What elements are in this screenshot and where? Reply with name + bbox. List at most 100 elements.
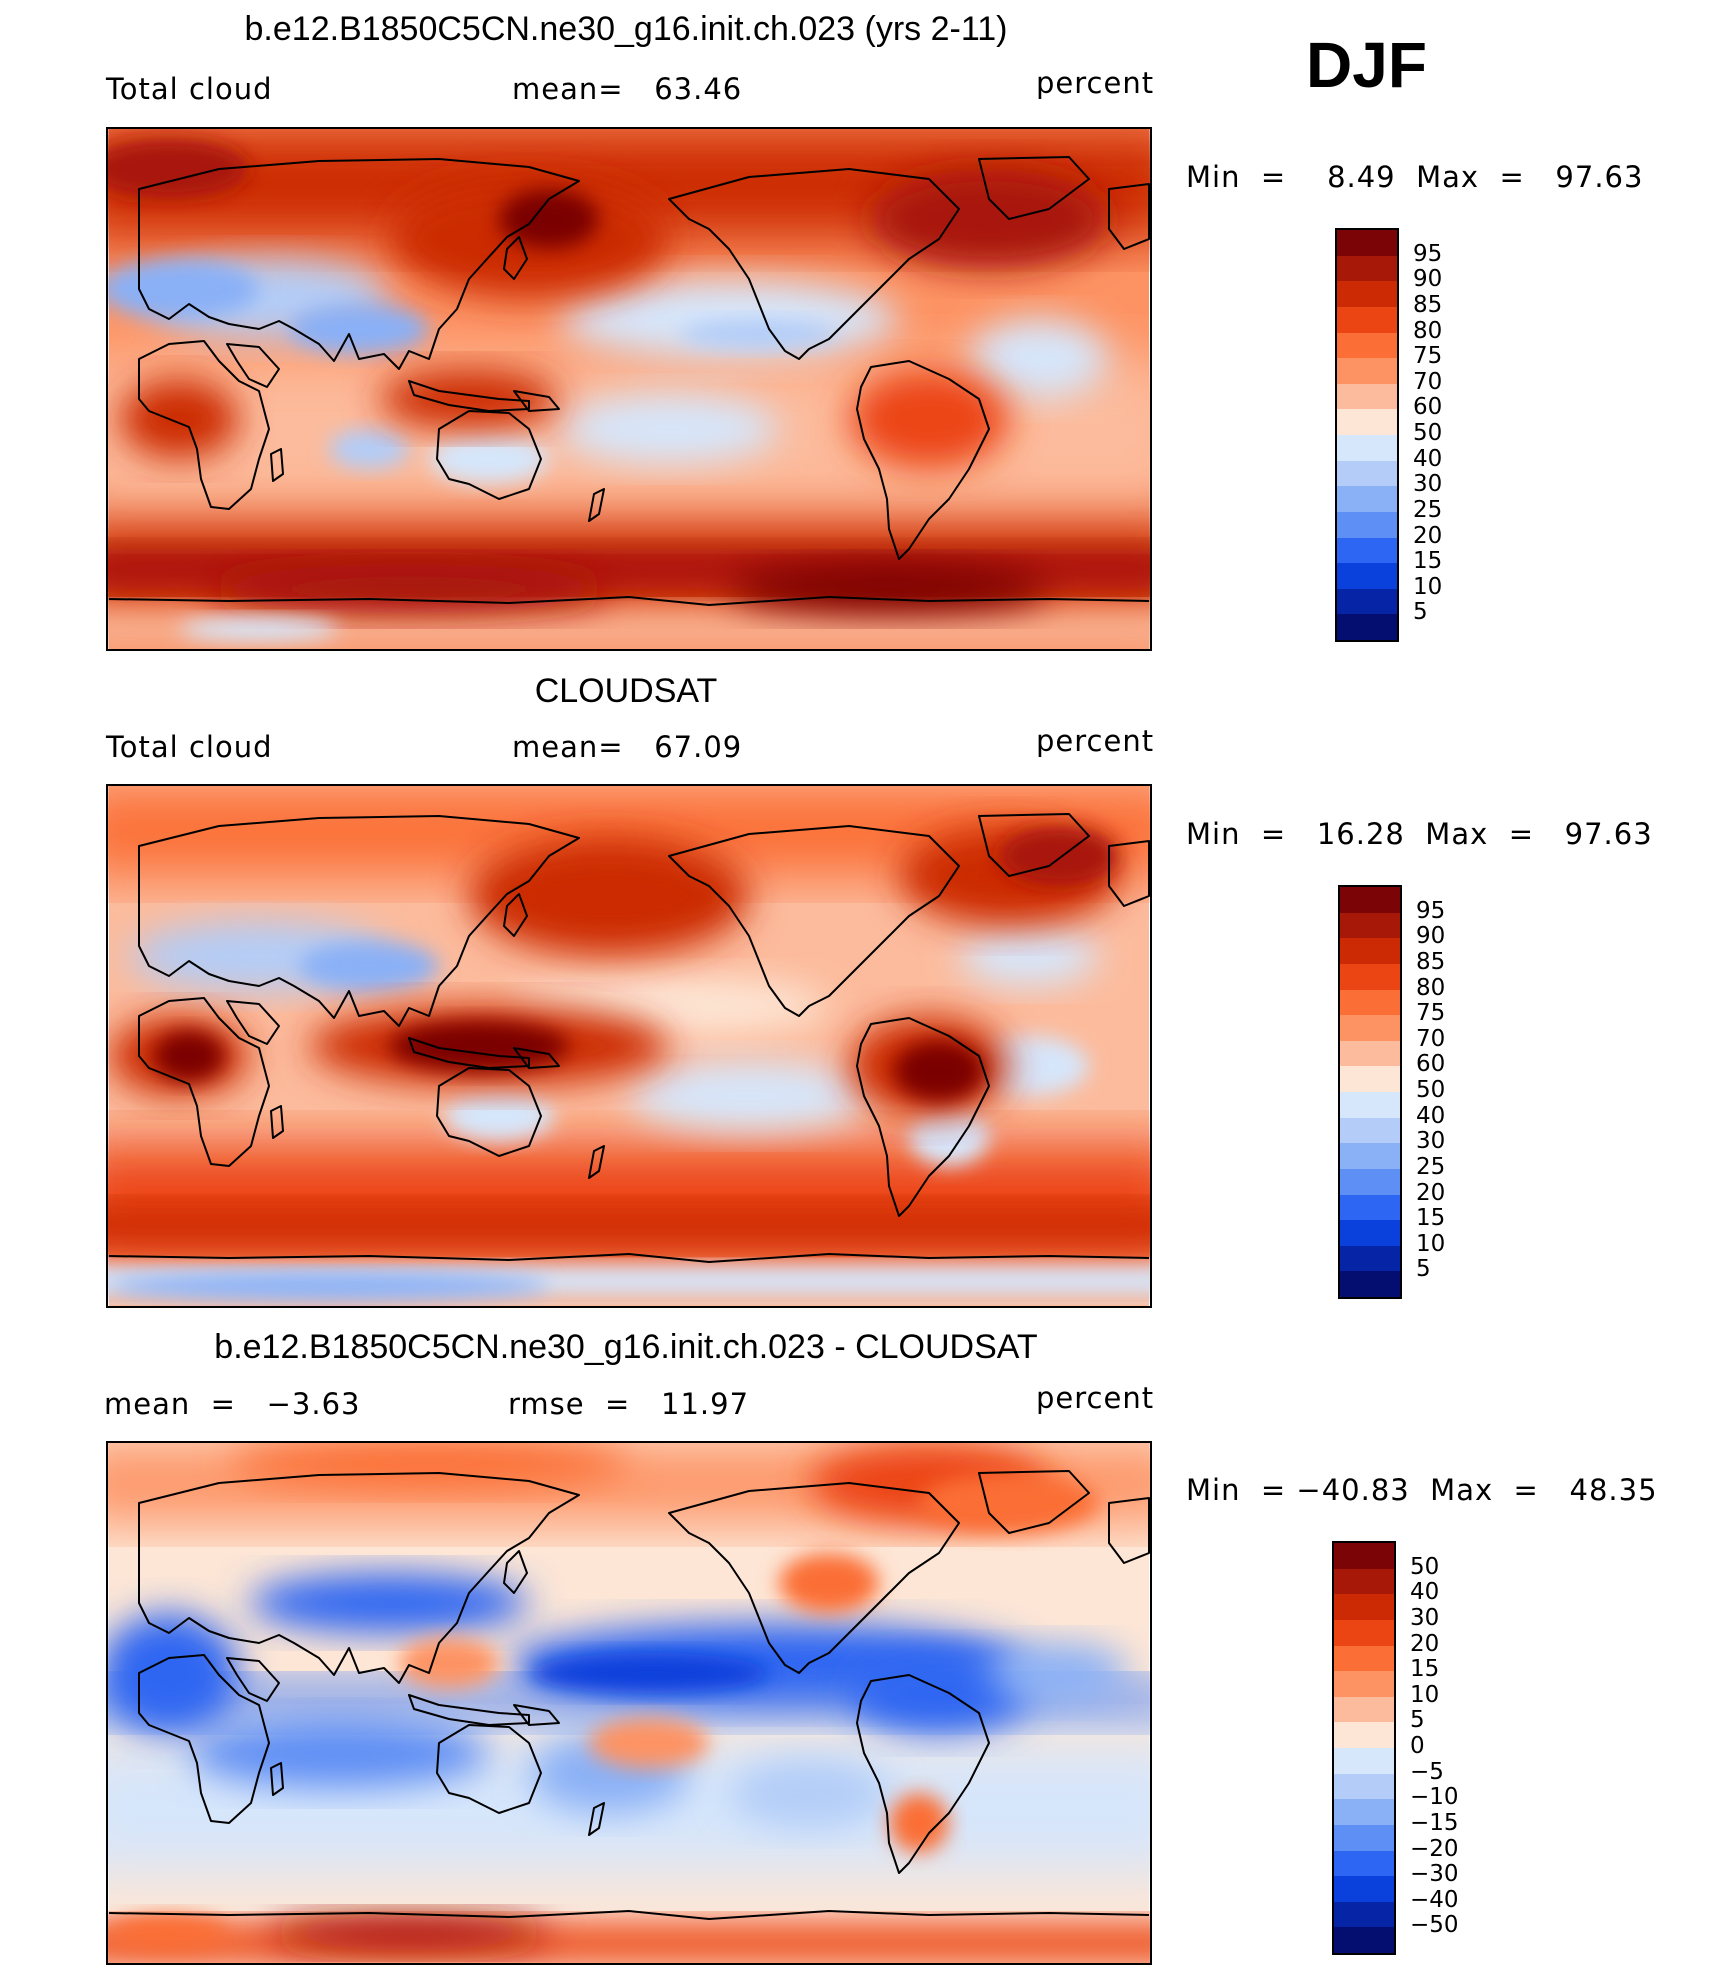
min-max-label: Min = −40.83 Max = 48.35 bbox=[1186, 1473, 1658, 1507]
map-panel-model bbox=[106, 127, 1152, 651]
colorbar-tick-label: 30 bbox=[1410, 1604, 1440, 1631]
colorbar-tick-label: 20 bbox=[1413, 522, 1443, 549]
units-label: percent bbox=[1036, 1381, 1155, 1415]
colorbar-tick-label: 60 bbox=[1416, 1051, 1446, 1078]
colorbar-tick-label: 95 bbox=[1416, 897, 1446, 924]
colorbar-tick-label: 15 bbox=[1413, 548, 1443, 575]
colorbar-tick-label: 20 bbox=[1410, 1630, 1440, 1657]
colorbar-swatch bbox=[1334, 1594, 1394, 1621]
colorbar-swatch bbox=[1337, 537, 1397, 565]
map-panel-diff bbox=[106, 1441, 1152, 1965]
colorbar-swatch bbox=[1334, 1671, 1394, 1698]
colorbar-swatch bbox=[1340, 1143, 1400, 1170]
colorbar-tick-label: −20 bbox=[1410, 1835, 1459, 1862]
colorbar-swatch bbox=[1337, 306, 1397, 334]
season-label: DJF bbox=[1306, 29, 1427, 101]
colorbar-swatch bbox=[1340, 1092, 1400, 1119]
contour-field-obs bbox=[108, 786, 1150, 1306]
colorbar-tick-label: −10 bbox=[1410, 1784, 1459, 1811]
colorbar-tick-label: 90 bbox=[1413, 266, 1443, 293]
panel-title: b.e12.B1850C5CN.ne30_g16.init.ch.023 (yr… bbox=[244, 10, 1008, 48]
colorbar-tick-label: 80 bbox=[1413, 317, 1443, 344]
colorbar-swatch bbox=[1334, 1799, 1394, 1826]
colorbar bbox=[1338, 885, 1402, 1299]
colorbar-tick-label: 95 bbox=[1413, 240, 1443, 267]
colorbar-swatch bbox=[1334, 1696, 1394, 1724]
colorbar-tick-label: −5 bbox=[1410, 1758, 1444, 1785]
colorbar-tick-label: 5 bbox=[1416, 1256, 1431, 1283]
rmse-label: rmse = 11.97 bbox=[508, 1387, 750, 1421]
colorbar-tick-label: 10 bbox=[1416, 1230, 1446, 1257]
colorbar-tick-label: 15 bbox=[1410, 1656, 1440, 1683]
colorbar-swatch bbox=[1337, 563, 1397, 590]
colorbar-swatch bbox=[1334, 1748, 1394, 1775]
colorbar-tick-label: 85 bbox=[1416, 948, 1446, 975]
colorbar bbox=[1335, 228, 1399, 642]
colorbar-tick-label: −15 bbox=[1410, 1809, 1459, 1836]
colorbar-swatch bbox=[1337, 358, 1397, 385]
colorbar-tick-label: −50 bbox=[1410, 1912, 1459, 1939]
contour-field-diff bbox=[108, 1443, 1150, 1963]
colorbar-swatch bbox=[1337, 281, 1397, 308]
colorbar-swatch bbox=[1337, 409, 1397, 436]
colorbar-swatch bbox=[1334, 1876, 1394, 1903]
colorbar-swatch bbox=[1340, 1066, 1400, 1093]
colorbar-swatch bbox=[1340, 938, 1400, 965]
map-panel-obs bbox=[106, 784, 1152, 1308]
colorbar-swatch bbox=[1334, 1568, 1394, 1596]
colorbar-tick-label: 30 bbox=[1413, 471, 1443, 498]
colorbar-tick-label: 40 bbox=[1410, 1579, 1440, 1606]
colorbar-tick-label: 70 bbox=[1416, 1025, 1446, 1052]
colorbar-tick-label: 50 bbox=[1410, 1553, 1440, 1580]
colorbar bbox=[1332, 1541, 1396, 1955]
colorbar-tick-label: 40 bbox=[1413, 445, 1443, 472]
colorbar-swatch bbox=[1334, 1619, 1394, 1647]
variable-label: Total cloud bbox=[106, 72, 273, 106]
colorbar-swatch bbox=[1337, 383, 1397, 411]
colorbar-swatch bbox=[1334, 1645, 1394, 1673]
colorbar-tick-label: 30 bbox=[1416, 1128, 1446, 1155]
colorbar-swatch bbox=[1337, 230, 1397, 257]
colorbar-tick-label: 75 bbox=[1416, 1000, 1446, 1027]
colorbar-swatch bbox=[1340, 1220, 1400, 1247]
colorbar-tick-label: 10 bbox=[1410, 1681, 1440, 1708]
colorbar-swatch bbox=[1340, 1117, 1400, 1145]
colorbar-swatch bbox=[1334, 1927, 1394, 1953]
colorbar-tick-label: 5 bbox=[1413, 599, 1428, 626]
mean-label: mean= 63.46 bbox=[512, 72, 743, 106]
colorbar-tick-label: 40 bbox=[1416, 1102, 1446, 1129]
colorbar-swatch bbox=[1337, 588, 1397, 616]
colorbar-swatch bbox=[1337, 332, 1397, 360]
colorbar-swatch bbox=[1337, 614, 1397, 640]
colorbar-tick-label: 10 bbox=[1413, 573, 1443, 600]
colorbar-swatch bbox=[1337, 486, 1397, 513]
contour-field-model bbox=[108, 129, 1150, 649]
colorbar-swatch bbox=[1340, 1040, 1400, 1068]
colorbar-tick-label: 85 bbox=[1413, 291, 1443, 318]
colorbar-tick-label: 90 bbox=[1416, 923, 1446, 950]
colorbar-tick-label: 15 bbox=[1416, 1205, 1446, 1232]
colorbar-swatch bbox=[1334, 1722, 1394, 1749]
colorbar-swatch bbox=[1340, 887, 1400, 914]
colorbar-swatch bbox=[1340, 1245, 1400, 1273]
colorbar-swatch bbox=[1340, 1168, 1400, 1196]
colorbar-swatch bbox=[1340, 912, 1400, 940]
colorbar-tick-label: 60 bbox=[1413, 394, 1443, 421]
colorbar-tick-label: 80 bbox=[1416, 974, 1446, 1001]
colorbar-swatch bbox=[1337, 511, 1397, 539]
min-max-label: Min = 16.28 Max = 97.63 bbox=[1186, 817, 1653, 851]
colorbar-swatch bbox=[1337, 435, 1397, 462]
colorbar-swatch bbox=[1334, 1901, 1394, 1929]
colorbar-tick-label: −40 bbox=[1410, 1886, 1459, 1913]
min-max-label: Min = 8.49 Max = 97.63 bbox=[1186, 160, 1644, 194]
colorbar-tick-label: −30 bbox=[1410, 1861, 1459, 1888]
panel-title: b.e12.B1850C5CN.ne30_g16.init.ch.023 - C… bbox=[214, 1328, 1038, 1366]
units-label: percent bbox=[1036, 66, 1155, 100]
colorbar-swatch bbox=[1334, 1824, 1394, 1852]
panel-title: CLOUDSAT bbox=[534, 672, 718, 710]
colorbar-tick-label: 20 bbox=[1416, 1179, 1446, 1206]
colorbar-swatch bbox=[1334, 1850, 1394, 1878]
mean-label: mean= 67.09 bbox=[512, 730, 743, 764]
mean-label: mean = −3.63 bbox=[104, 1387, 361, 1421]
colorbar-swatch bbox=[1334, 1543, 1394, 1570]
